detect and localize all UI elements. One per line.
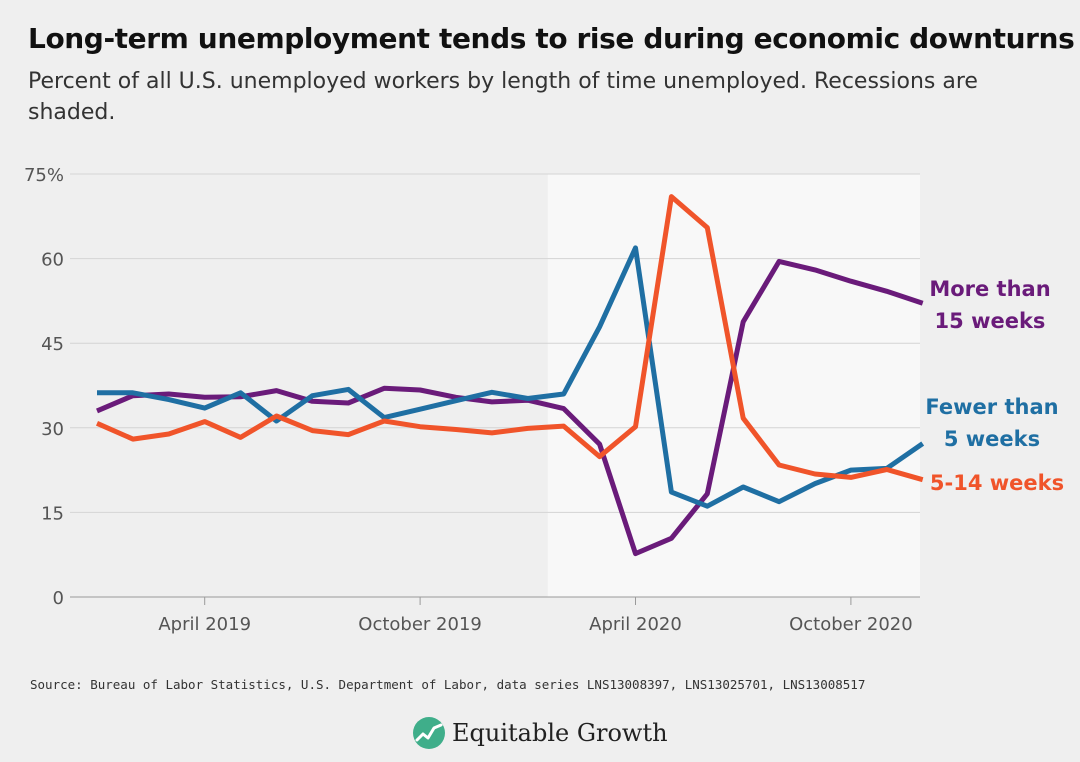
x-tick-label-1: October 2019: [358, 614, 482, 635]
x-tick-label-2: April 2020: [589, 614, 682, 635]
gridlines: [70, 173, 920, 598]
recession-shading-group: [547, 174, 920, 597]
series-line-5-14-weeks: [95, 194, 924, 483]
logo-text: Equitable Growth: [452, 719, 668, 747]
x-tick-label-0: April 2019: [158, 614, 251, 635]
series-label-more-than-15-weeks-line-0: More than: [929, 277, 1050, 301]
y-tick-label-60: 60: [41, 250, 64, 271]
series-label-fewer-than-5-weeks-line-0: Fewer than: [925, 395, 1058, 419]
y-tick-label-30: 30: [41, 419, 64, 440]
y-tick-label-45: 45: [41, 334, 64, 355]
y-tick-label-75: 75%: [24, 165, 64, 186]
series-label-fewer-than-5-weeks-line-1: 5 weeks: [944, 427, 1040, 451]
x-tick-label-3: October 2020: [789, 614, 913, 635]
y-axis-tick-labels: 0 15 30 45 60 75%: [24, 165, 64, 609]
equitable-growth-logo: Equitable Growth: [412, 716, 668, 750]
chart-title: Long-term unemployment tends to rise dur…: [28, 22, 1075, 55]
source-note: Source: Bureau of Labor Statistics, U.S.…: [30, 677, 866, 692]
y-tick-label-15: 15: [41, 503, 64, 524]
x-axis-ticks: April 2019 October 2019 April 2020 October …: [158, 597, 913, 635]
series-labels: More than 15 weeks Fewer than 5 weeks 5-14 w…: [925, 277, 1064, 495]
recession-shade-0: [547, 174, 920, 597]
series-label-5-14-weeks-line-0: 5-14 weeks: [930, 471, 1064, 495]
chart-subtitle: Percent of all U.S. unemployed workers b…: [28, 69, 978, 125]
series-line-fewer-than-5-weeks: [97, 245, 925, 509]
growth-chart-icon: [413, 717, 445, 749]
y-tick-label-0: 0: [53, 588, 64, 609]
series-lines: [95, 194, 925, 557]
series-label-more-than-15-weeks-line-1: 15 weeks: [935, 309, 1046, 333]
